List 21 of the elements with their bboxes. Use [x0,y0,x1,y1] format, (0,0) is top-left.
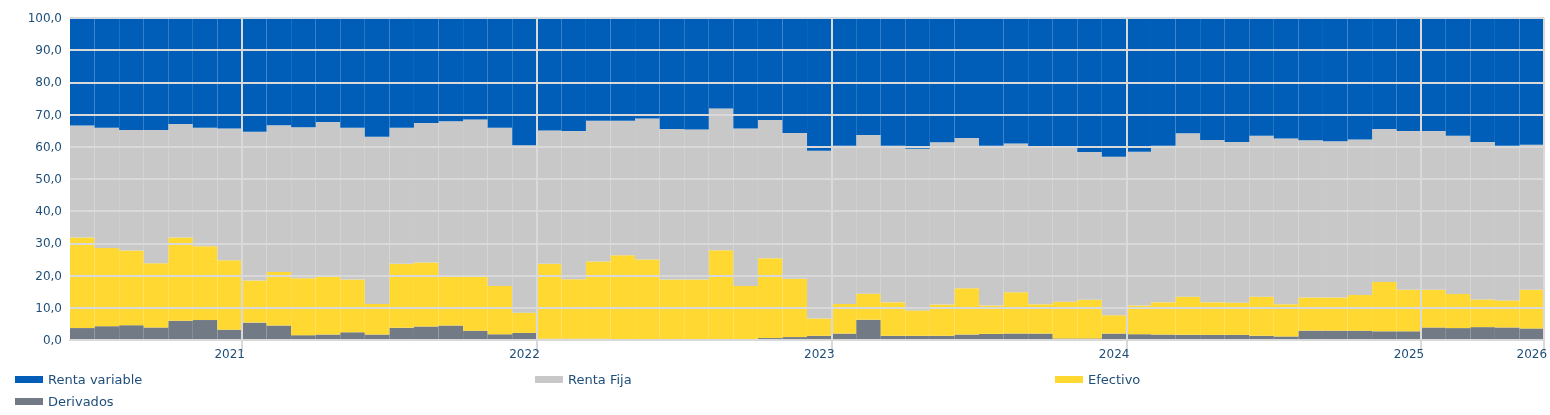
y-tick-label: 70,0 [35,107,62,122]
y-tick-label: 10,0 [35,300,62,315]
y-tick-label: 80,0 [35,75,62,90]
x-tick-label: 2026 [1516,347,1548,361]
legend-label: Renta variable [48,372,143,387]
x-tick-label: 2021 [214,347,245,361]
legend-label: Efectivo [1088,372,1141,387]
y-tick-label: 30,0 [35,236,62,251]
y-tick-label: 90,0 [35,43,62,58]
y-tick-label: 0,0 [42,333,62,347]
y-tick-label: 20,0 [35,268,62,283]
x-tick-label: 2024 [1098,347,1130,361]
y-tick-label: 40,0 [35,204,62,219]
legend-label: Renta Fija [568,372,632,387]
y-tick-label: 60,0 [35,139,62,154]
y-tick-label: 100,0 [27,11,62,25]
x-tick-label: 2023 [804,347,835,361]
y-tick-label: 50,0 [35,172,62,186]
x-tick-label: 2022 [509,347,540,361]
x-tick-label: 2025 [1393,347,1425,361]
legend-label: Derivados [48,394,114,409]
